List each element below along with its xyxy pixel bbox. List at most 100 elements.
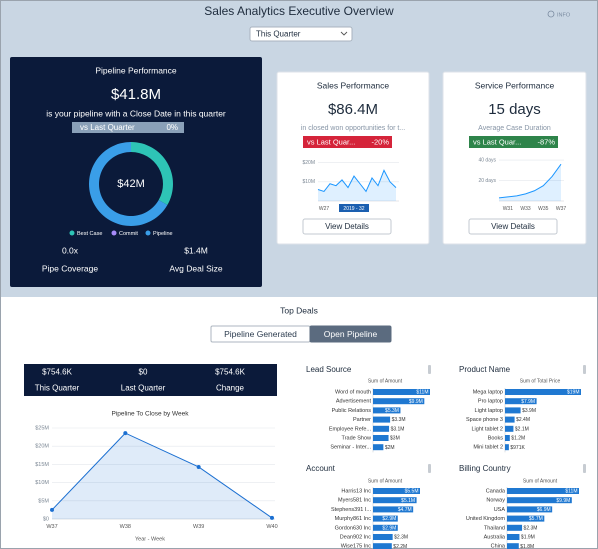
summary-value: $754.6K xyxy=(42,368,72,377)
x-tick-label: W37 xyxy=(46,524,57,530)
breakdown-value-title: Sum of Amount xyxy=(523,478,558,484)
y-tick-label: $20M xyxy=(302,160,315,166)
panel-title: Pipeline Performance xyxy=(95,65,177,75)
y-tick-label: 40 days xyxy=(478,157,496,163)
kpi-card xyxy=(442,71,587,245)
section-title: Top Deals xyxy=(280,305,318,315)
bar xyxy=(507,506,553,513)
bar-category: Murphy861 Inc xyxy=(335,516,372,522)
scroll-handle xyxy=(583,464,586,473)
bar-category: Space phone 3 xyxy=(466,417,503,423)
bar-category: Partner xyxy=(353,417,371,423)
bar-value-label: $19M xyxy=(567,390,580,396)
bar xyxy=(373,435,389,441)
bar xyxy=(373,515,398,522)
comparison-badge xyxy=(469,136,558,148)
bar-category: Mini tablet 2 xyxy=(473,445,503,451)
bar-value-label: $3.9M xyxy=(522,408,536,414)
bar-category: Norway xyxy=(486,498,505,504)
bar-category: Thailand xyxy=(484,525,505,531)
bar xyxy=(373,407,401,414)
view-details-button[interactable] xyxy=(468,218,558,235)
bar xyxy=(505,398,537,405)
card-amount: $86.4M xyxy=(328,101,378,118)
chevron xyxy=(340,31,348,36)
breakdown-title: Billing Country xyxy=(459,464,511,473)
comparison-value: 0% xyxy=(166,123,178,132)
bar xyxy=(507,543,519,549)
bar-value-label: $2.3M xyxy=(524,525,538,531)
bar xyxy=(373,416,391,423)
bar-category: Pro laptop xyxy=(478,399,503,405)
y-tick-label: $10M xyxy=(35,480,49,486)
bar-value-label: $2.2M xyxy=(393,544,407,549)
comparison-label: vs Last Quarter xyxy=(80,123,135,132)
bar xyxy=(505,416,515,423)
summary-band xyxy=(24,364,277,396)
bar xyxy=(507,497,572,504)
bar-value-label: $1.8M xyxy=(520,544,534,549)
bar-value-label: $5.5M xyxy=(405,489,419,495)
bar-category: USA xyxy=(494,507,506,513)
y-tick-label: $25M xyxy=(35,425,49,431)
x-highlight xyxy=(339,204,369,212)
line xyxy=(498,163,562,199)
x-axis-title: Year - Week xyxy=(135,536,165,542)
x-tick-label: W40 xyxy=(266,524,277,530)
bar-category: United Kingdom xyxy=(466,516,506,522)
y-tick-label: 20 days xyxy=(478,178,496,184)
summary-value: $754.6K xyxy=(215,368,245,377)
bar-value-label: $2.4M xyxy=(516,417,530,423)
breakdown-value-title: Sum of Amount xyxy=(368,378,403,384)
donut-center: $42M xyxy=(117,178,145,190)
filter-value: This Quarter xyxy=(256,30,301,39)
bar-category: Word of mouth xyxy=(335,389,371,395)
card-title: Sales Performance xyxy=(317,80,390,90)
area xyxy=(318,170,396,201)
tab[interactable] xyxy=(309,325,392,343)
bar-value-label: $5.1M xyxy=(401,498,415,504)
bar-value-label: $2.9M xyxy=(382,525,396,531)
bar xyxy=(373,425,390,432)
comparison-bar xyxy=(72,122,184,133)
bar-category: Harris13 Inc xyxy=(341,488,371,494)
bar xyxy=(505,407,521,414)
legend-swatch xyxy=(145,230,151,236)
bar xyxy=(373,389,430,395)
chart-title: Pipeline To Close by Week xyxy=(111,411,189,418)
info-label: INFO xyxy=(557,12,571,18)
bar-value-label: $2.1M xyxy=(515,426,529,432)
y-tick-label: $5M xyxy=(38,498,49,504)
info-icon xyxy=(547,10,555,18)
breakdown-value-title: Sum of Amount xyxy=(368,478,403,484)
bar-category: Mega laptop xyxy=(473,389,503,395)
bar-category: Trade Show xyxy=(342,435,371,441)
bar-category: Light tablet 2 xyxy=(472,426,504,432)
comparison-value: -87% xyxy=(537,137,555,146)
pipeline-caption: is your pipeline with a Close Date in th… xyxy=(46,108,226,118)
bar-category: Dean902 Inc xyxy=(340,534,371,540)
bar-category: Myers581 Inc xyxy=(338,498,371,504)
card-caption: Average Case Duration xyxy=(478,125,551,132)
card-title: Service Performance xyxy=(475,80,555,90)
pipeline-amount: $41.8M xyxy=(111,86,161,103)
breakdown-title: Product Name xyxy=(459,365,511,374)
comparison-label: vs Last Quar... xyxy=(307,137,355,146)
donut-segment xyxy=(131,142,173,205)
bar xyxy=(507,488,579,494)
kpi-card xyxy=(276,71,430,245)
area xyxy=(52,433,272,519)
bar xyxy=(373,506,414,513)
bar-value-label: $3.1M xyxy=(391,426,405,432)
bar-value-label: $1.2M xyxy=(511,436,525,442)
filter-dropdown[interactable] xyxy=(249,26,353,42)
bar-value-label: $11M xyxy=(565,489,577,495)
bar-category: Stephens391 I... xyxy=(331,507,372,513)
y-tick-label: $15M xyxy=(35,462,49,468)
y-tick-label: $0 xyxy=(43,516,49,522)
bar-category: Public Relations xyxy=(332,408,372,414)
bar-category: Gordon630 Inc xyxy=(335,525,372,531)
view-details-button[interactable] xyxy=(302,218,392,235)
bar xyxy=(373,398,425,405)
comparison-badge xyxy=(303,136,392,148)
